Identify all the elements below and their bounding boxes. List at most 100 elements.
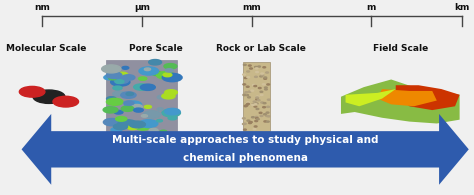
Circle shape (126, 92, 134, 96)
Circle shape (243, 84, 246, 85)
Circle shape (111, 128, 122, 132)
Circle shape (164, 64, 177, 69)
Circle shape (248, 65, 251, 66)
Circle shape (264, 114, 266, 115)
Circle shape (244, 106, 247, 107)
Circle shape (152, 71, 162, 75)
Circle shape (143, 111, 161, 118)
Circle shape (144, 105, 151, 108)
Circle shape (113, 124, 128, 130)
Circle shape (157, 108, 163, 110)
Circle shape (244, 129, 246, 130)
Circle shape (247, 97, 250, 98)
Circle shape (254, 85, 256, 87)
Bar (243, 62, 270, 131)
Circle shape (244, 123, 246, 124)
Circle shape (103, 119, 121, 126)
Circle shape (260, 94, 263, 96)
Circle shape (264, 78, 266, 79)
Circle shape (53, 96, 79, 107)
Circle shape (124, 101, 134, 105)
Circle shape (254, 104, 257, 105)
Circle shape (121, 106, 134, 111)
Circle shape (246, 102, 249, 103)
Circle shape (104, 75, 115, 80)
Circle shape (255, 121, 257, 122)
Circle shape (252, 104, 255, 105)
Circle shape (256, 108, 259, 110)
Circle shape (124, 101, 142, 108)
Circle shape (263, 67, 265, 68)
Text: chemical phenomena: chemical phenomena (182, 153, 308, 163)
Circle shape (255, 72, 258, 73)
Circle shape (260, 91, 263, 92)
Circle shape (267, 99, 270, 100)
Circle shape (139, 120, 158, 128)
Circle shape (264, 87, 267, 88)
Circle shape (243, 74, 246, 75)
Circle shape (250, 68, 252, 69)
Circle shape (134, 108, 143, 112)
Text: Rock or Lab Scale: Rock or Lab Scale (216, 44, 306, 53)
Circle shape (243, 95, 246, 96)
Circle shape (115, 80, 124, 83)
Circle shape (245, 105, 248, 106)
Polygon shape (396, 85, 460, 110)
Circle shape (252, 117, 254, 118)
Polygon shape (346, 89, 396, 106)
Circle shape (162, 93, 175, 99)
Circle shape (157, 95, 166, 99)
Circle shape (257, 100, 260, 101)
Circle shape (160, 130, 167, 133)
Circle shape (156, 72, 174, 79)
Circle shape (255, 66, 257, 68)
Circle shape (109, 77, 116, 80)
Circle shape (244, 105, 247, 107)
Circle shape (136, 84, 149, 90)
Circle shape (264, 77, 267, 78)
Circle shape (256, 119, 259, 120)
Circle shape (264, 121, 267, 122)
Circle shape (145, 126, 151, 128)
Circle shape (134, 84, 148, 90)
Circle shape (163, 73, 172, 77)
Circle shape (115, 78, 126, 83)
Text: mm: mm (243, 3, 261, 12)
Circle shape (261, 73, 264, 74)
Circle shape (243, 94, 246, 95)
Text: m: m (366, 3, 375, 12)
Circle shape (117, 72, 128, 77)
Circle shape (260, 115, 263, 116)
Circle shape (139, 67, 158, 75)
Circle shape (149, 129, 158, 132)
Circle shape (265, 115, 268, 116)
Circle shape (253, 129, 256, 130)
Circle shape (114, 110, 123, 114)
Circle shape (138, 77, 147, 80)
Circle shape (113, 91, 125, 96)
Circle shape (122, 75, 135, 80)
Circle shape (102, 65, 121, 73)
Circle shape (264, 89, 267, 90)
Circle shape (255, 68, 258, 69)
Text: Multi-scale approaches to study physical and: Multi-scale approaches to study physical… (112, 135, 378, 145)
Circle shape (255, 118, 258, 119)
Text: Field Scale: Field Scale (373, 44, 428, 53)
Circle shape (162, 73, 182, 82)
Text: Molecular Scale: Molecular Scale (7, 44, 87, 53)
Circle shape (246, 95, 248, 96)
Circle shape (243, 118, 245, 119)
Circle shape (107, 98, 123, 105)
Circle shape (168, 116, 177, 120)
Polygon shape (22, 114, 469, 185)
Circle shape (135, 124, 151, 130)
Circle shape (165, 69, 173, 72)
Circle shape (244, 64, 246, 65)
Circle shape (165, 108, 180, 115)
Circle shape (255, 116, 258, 118)
Circle shape (256, 96, 259, 97)
Text: km: km (454, 3, 470, 12)
Circle shape (258, 66, 261, 67)
Circle shape (256, 97, 258, 98)
Circle shape (266, 121, 269, 122)
